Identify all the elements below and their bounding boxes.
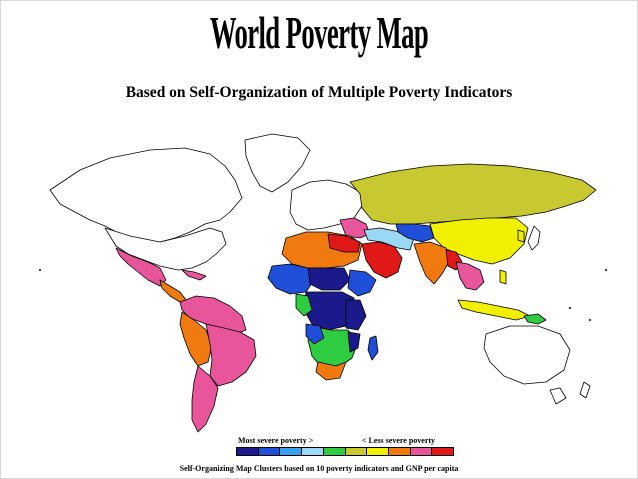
map-subtitle: Based on Self-Organization of Multiple P… [125,84,513,101]
region-central-asia [395,223,435,243]
map-caption: Self-Organizing Map Clusters based on 10… [179,464,459,473]
region-greenland [244,133,311,193]
region-mexico [115,247,167,287]
island-speck [39,269,41,271]
region-central-america [159,279,187,303]
legend-swatch-1 [237,448,259,455]
region-andes [179,311,213,367]
region-congo [295,293,313,317]
legend-color-scale [236,447,454,456]
island-speck [589,319,591,321]
legend-right-label: < Less severe poverty [362,436,436,445]
legend-swatch-3 [280,448,303,455]
island-speck [605,269,607,271]
region-japan [527,225,541,251]
world-map [39,133,607,433]
legend-swatch-4 [302,448,324,455]
legend-swatch-2 [258,448,281,455]
region-caribbean [181,269,207,281]
legend-swatch-5 [323,448,346,455]
region-sahel [307,267,351,291]
region-south-africa [315,361,347,381]
region-png [523,313,547,325]
region-madagascar [367,335,379,361]
region-russia [349,163,597,225]
region-usa [104,227,227,271]
map-title: World Poverty Map [209,7,429,58]
legend-swatch-6 [345,448,368,455]
region-india [413,241,451,285]
region-southern-cone [191,365,219,433]
legend-left-label: Most severe poverty > [238,436,314,445]
region-mozambique [347,331,361,353]
legend-swatch-8 [388,448,411,455]
region-east-africa [345,299,367,331]
region-brazil [205,323,257,387]
region-horn-africa [347,269,377,297]
legend-swatch-10 [432,448,454,455]
region-korea [517,229,525,243]
island-speck [569,307,571,309]
region-philippines [499,269,507,285]
region-southeast-asia [455,261,485,291]
region-canada [49,147,243,243]
legend-swatch-9 [410,448,433,455]
region-indonesia [457,299,531,321]
region-angola [305,323,325,345]
legend-swatch-7 [367,448,389,455]
region-west-africa [267,263,315,295]
region-libya-egypt [327,233,361,253]
region-arabia [361,241,403,279]
region-new-zealand [579,381,591,399]
region-australia [483,325,571,385]
region-antarctic-fragment [549,387,567,405]
